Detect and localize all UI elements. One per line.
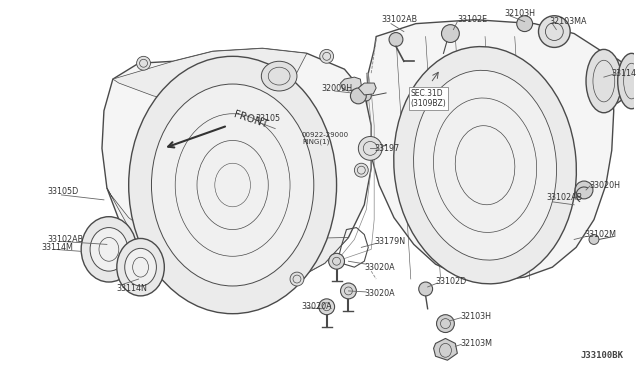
Polygon shape	[366, 20, 614, 281]
Text: 32103M: 32103M	[460, 339, 492, 348]
Ellipse shape	[419, 282, 433, 296]
Text: 33020H: 33020H	[589, 180, 620, 189]
Ellipse shape	[618, 53, 640, 109]
Text: 33114: 33114	[612, 69, 637, 78]
Text: 32103MA: 32103MA	[549, 17, 587, 26]
Ellipse shape	[575, 181, 593, 199]
Text: 33020A: 33020A	[302, 302, 333, 311]
Ellipse shape	[362, 91, 371, 101]
Ellipse shape	[589, 234, 599, 244]
Text: 33197: 33197	[374, 144, 399, 153]
Text: 33020A: 33020A	[364, 289, 395, 298]
Text: 33102D: 33102D	[436, 276, 467, 286]
Polygon shape	[113, 48, 307, 109]
Ellipse shape	[586, 49, 621, 113]
Ellipse shape	[358, 137, 382, 160]
Polygon shape	[358, 83, 376, 95]
Text: FRONT: FRONT	[232, 109, 269, 129]
Ellipse shape	[319, 299, 335, 315]
Text: 00922-29000
RING(1): 00922-29000 RING(1)	[302, 132, 349, 145]
Ellipse shape	[152, 84, 314, 286]
Text: 33102AB: 33102AB	[547, 193, 582, 202]
Ellipse shape	[389, 33, 403, 46]
Text: 32103H: 32103H	[505, 9, 536, 18]
Ellipse shape	[413, 70, 557, 260]
Ellipse shape	[129, 56, 337, 314]
Text: 33020A: 33020A	[364, 263, 395, 272]
Text: 33105D: 33105D	[47, 187, 79, 196]
Ellipse shape	[394, 46, 577, 284]
Text: 33114N: 33114N	[117, 285, 148, 294]
Ellipse shape	[136, 56, 150, 70]
Text: 33105: 33105	[255, 114, 280, 123]
Ellipse shape	[340, 283, 356, 299]
Polygon shape	[602, 53, 632, 109]
Text: J33100BK: J33100BK	[580, 351, 623, 360]
Text: 33102E: 33102E	[458, 15, 488, 24]
Text: 33102AB: 33102AB	[381, 15, 417, 24]
Text: 32103H: 32103H	[460, 312, 492, 321]
Ellipse shape	[355, 163, 368, 177]
Ellipse shape	[81, 217, 136, 282]
Text: 33114M: 33114M	[42, 243, 74, 252]
Ellipse shape	[117, 238, 164, 296]
Polygon shape	[107, 188, 348, 289]
Text: 33102AB: 33102AB	[47, 235, 84, 244]
Polygon shape	[102, 48, 371, 289]
Ellipse shape	[320, 49, 333, 63]
Ellipse shape	[442, 25, 460, 42]
Text: 33102M: 33102M	[584, 230, 616, 239]
Text: 33179N: 33179N	[374, 237, 405, 246]
Text: SEC.31D
(3109BZ): SEC.31D (3109BZ)	[411, 89, 447, 108]
Ellipse shape	[90, 228, 128, 271]
Ellipse shape	[436, 315, 454, 333]
Ellipse shape	[329, 253, 344, 269]
Ellipse shape	[147, 274, 161, 288]
Ellipse shape	[125, 248, 156, 286]
Ellipse shape	[290, 272, 304, 286]
Ellipse shape	[516, 16, 532, 32]
Ellipse shape	[261, 61, 297, 91]
Ellipse shape	[351, 88, 366, 104]
Ellipse shape	[362, 144, 371, 153]
Polygon shape	[340, 77, 362, 91]
Text: 32009H: 32009H	[322, 84, 353, 93]
Polygon shape	[433, 339, 458, 360]
Ellipse shape	[538, 16, 570, 47]
